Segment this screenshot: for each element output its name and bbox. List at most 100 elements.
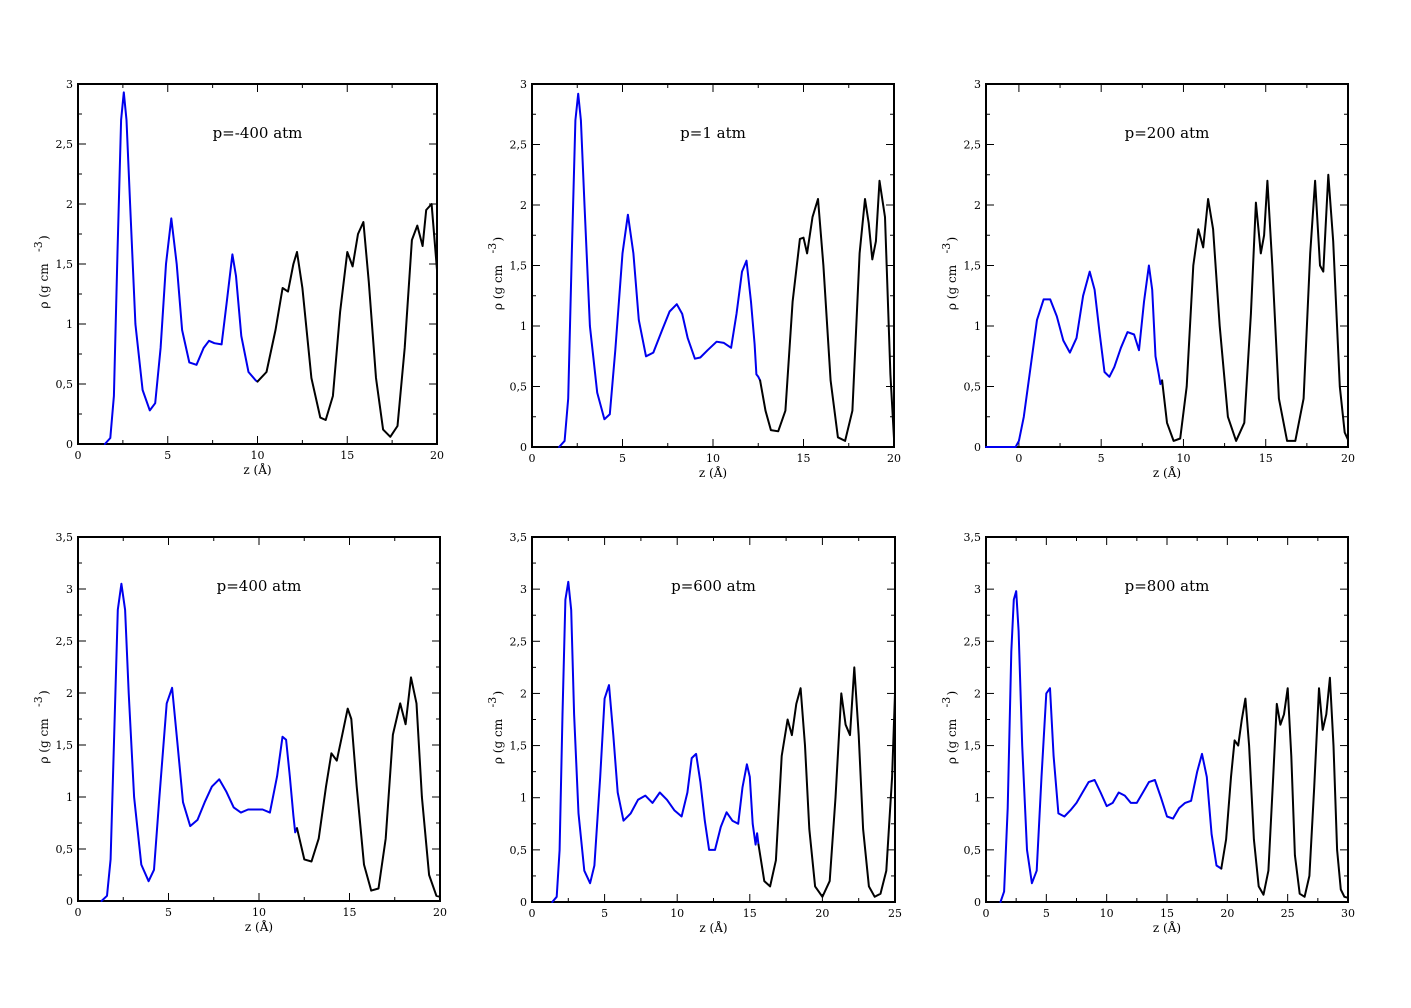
pressure-annotation: p=200 atm	[1125, 124, 1210, 142]
y-tick-label: 1	[520, 320, 527, 333]
x-tick-label: 0	[1015, 452, 1022, 465]
y-axis-title-close-paren: )	[945, 237, 959, 242]
x-tick-label: 20	[1220, 907, 1234, 920]
y-tick-label: 0	[66, 438, 73, 451]
x-tick-label: 20	[1341, 452, 1355, 465]
x-tick-label: 0	[529, 907, 536, 920]
y-tick-label: 1	[66, 318, 73, 331]
y-tick-label: 2	[974, 199, 981, 212]
chart-panel-1: 0 5 10 15 20 0 0,5 1 1,5 2 2,5 3 z (Å) ρ (g cm -3) p=-4…	[32, 78, 444, 477]
series-line-blue	[551, 580, 760, 903]
x-tick-label: 5	[1043, 907, 1050, 920]
y-axis-title-close-paren: )	[37, 235, 51, 240]
x-tick-label: 0	[529, 452, 536, 465]
series-line-black	[256, 203, 438, 438]
y-tick-label: 2,5	[56, 138, 74, 151]
y-tick-label: 3	[520, 583, 527, 596]
y-axis-title-exponent: -3	[940, 697, 953, 708]
x-tick-label: 20	[430, 449, 444, 462]
y-tick-label: 3	[974, 583, 981, 596]
x-axis-title: z (Å)	[1153, 465, 1181, 480]
x-tick-label: 25	[888, 907, 902, 920]
y-axis-title: ρ (g cm	[945, 264, 959, 310]
series-line-blue	[985, 264, 1164, 448]
x-tick-label: 10	[1176, 452, 1190, 465]
y-tick-label: 2,5	[964, 635, 982, 648]
y-tick-label: 1,5	[56, 258, 74, 271]
pressure-annotation: p=-400 atm	[213, 124, 303, 142]
y-axis-title-close-paren: )	[945, 691, 959, 696]
y-tick-label: 1	[66, 791, 73, 804]
x-tick-label: 10	[706, 452, 720, 465]
chart-panel-6: 0 5 10 15 20 25 30 0 0,5 1 1,5 2 2,5 3 3,5 z (Å) ρ (g cm…	[940, 531, 1355, 935]
series-line-black	[759, 179, 895, 442]
y-tick-label: 3	[66, 78, 73, 91]
x-tick-label: 0	[75, 906, 82, 919]
y-tick-label: 1,5	[510, 260, 528, 273]
pressure-annotation: p=1 atm	[680, 124, 746, 142]
y-tick-label: 1,5	[510, 740, 528, 753]
y-tick-label: 3	[520, 78, 527, 91]
x-tick-label: 10	[252, 906, 266, 919]
x-tick-label: 15	[1259, 452, 1273, 465]
y-axis-title-close-paren: )	[491, 691, 505, 696]
y-axis-title-group: ρ (g cm -3)	[32, 235, 51, 308]
y-axis-title-close-paren: )	[491, 237, 505, 242]
pressure-annotation: p=400 atm	[217, 577, 302, 595]
y-tick-label: 2	[520, 687, 527, 700]
y-tick-label: 3	[66, 583, 73, 596]
x-tick-label: 10	[1100, 907, 1114, 920]
y-axis-title: ρ (g cm	[37, 263, 51, 309]
series-line-black	[1220, 676, 1349, 899]
y-tick-label: 0	[520, 441, 527, 454]
series-line-blue	[999, 590, 1223, 903]
y-tick-label: 3,5	[56, 531, 74, 544]
x-tick-label: 30	[1341, 907, 1355, 920]
x-tick-label: 0	[75, 449, 82, 462]
y-axis-title-group: ρ (g cm -3)	[486, 237, 505, 310]
x-tick-label: 25	[1281, 907, 1295, 920]
series-line-blue	[100, 582, 298, 902]
y-tick-label: 0	[66, 895, 73, 908]
y-tick-label: 0	[520, 896, 527, 909]
pressure-annotation: p=800 atm	[1125, 577, 1210, 595]
y-tick-label: 1,5	[964, 740, 982, 753]
y-axis-title-group: ρ (g cm -3)	[32, 690, 51, 763]
x-tick-label: 15	[340, 449, 354, 462]
x-tick-label: 5	[1098, 452, 1105, 465]
series-line-black	[1161, 173, 1349, 442]
x-tick-label: 5	[619, 452, 626, 465]
y-axis-title-group: ρ (g cm -3)	[940, 691, 959, 764]
y-axis-title-group: ρ (g cm -3)	[940, 237, 959, 310]
x-axis-title: z (Å)	[699, 920, 727, 935]
y-tick-label: 3,5	[964, 531, 982, 544]
x-tick-label: 5	[601, 907, 608, 920]
x-axis-title: z (Å)	[243, 462, 271, 477]
y-axis-title: ρ (g cm	[491, 264, 505, 310]
x-axis-title: z (Å)	[699, 465, 727, 480]
y-axis-title: ρ (g cm	[945, 718, 959, 764]
y-tick-label: 1,5	[56, 739, 74, 752]
y-axis-title-exponent: -3	[32, 696, 45, 707]
series-line-blue	[558, 92, 762, 448]
y-axis-title-exponent: -3	[486, 243, 499, 254]
x-tick-label: 10	[251, 449, 265, 462]
x-tick-label: 15	[343, 906, 357, 919]
chart-panel-3: 0 5 10 15 20 0 0,5 1 1,5 2 2,5 3 z (Å) ρ (g cm -3) p=20…	[940, 78, 1355, 480]
y-tick-label: 1	[974, 320, 981, 333]
y-axis-title-exponent: -3	[940, 243, 953, 254]
y-tick-label: 2,5	[964, 139, 982, 152]
chart-panel-4: 0 5 10 15 20 0 0,5 1 1,5 2 2,5 3 3,5 z (Å) ρ (g cm -3) p…	[32, 531, 447, 934]
x-tick-label: 20	[887, 452, 901, 465]
y-tick-label: 2,5	[56, 635, 74, 648]
y-tick-label: 2,5	[510, 139, 528, 152]
y-tick-label: 2	[66, 198, 73, 211]
y-tick-label: 2,5	[510, 635, 528, 648]
y-tick-label: 0	[974, 896, 981, 909]
y-tick-label: 2	[520, 199, 527, 212]
y-tick-label: 1	[520, 792, 527, 805]
y-tick-label: 0,5	[964, 381, 982, 394]
x-tick-label: 5	[164, 449, 171, 462]
